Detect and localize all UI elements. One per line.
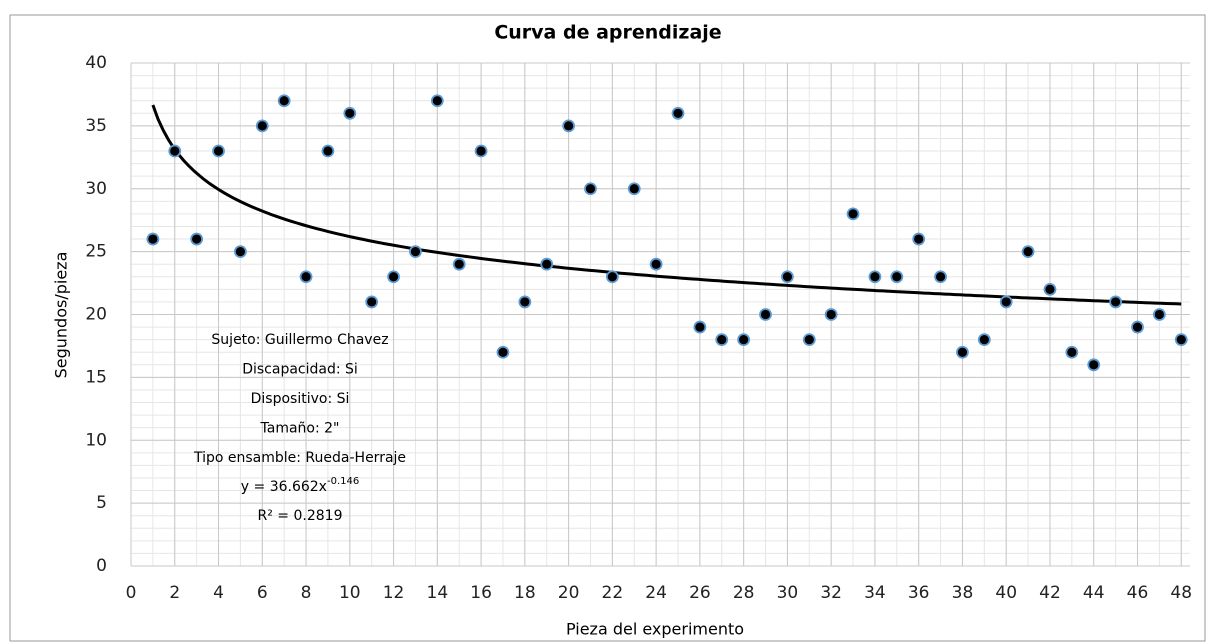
x-tick-label: 36 [908,583,930,603]
x-tick-label: 34 [864,583,886,603]
y-axis-label: Segundos/pieza [52,252,71,379]
x-tick-label: 28 [733,583,755,603]
equation-exponent: -0.146 [327,476,359,487]
x-tick-label: 44 [1083,583,1105,603]
data-point [168,144,182,158]
data-point [605,270,619,284]
x-tick-label: 2 [169,583,180,603]
data-point [868,270,882,284]
data-point [1131,320,1144,334]
x-tick-label: 32 [820,583,842,603]
data-point [912,232,926,246]
data-point [1087,358,1101,372]
x-tick-label: 14 [427,583,449,603]
data-point [693,320,707,334]
data-point [737,333,751,347]
x-tick-label: 24 [645,583,667,603]
data-point [562,119,576,133]
data-point [999,295,1013,309]
data-point [890,270,904,284]
y-tick-label: 25 [85,242,107,262]
x-tick-label: 48 [1170,583,1192,603]
annotation: Tipo ensamble: Rueda-Herraje [193,450,406,466]
y-tick-label: 10 [85,430,107,450]
data-point [212,144,225,158]
data-point [409,245,422,259]
x-tick-label: 6 [257,583,268,603]
data-point [781,270,794,284]
data-point [1174,333,1188,347]
y-tick-label: 5 [96,493,107,513]
y-tick-label: 40 [85,53,107,73]
x-tick-label: 4 [213,583,224,603]
y-tick-label: 30 [85,179,107,199]
data-point [474,144,488,158]
x-tick-label: 8 [301,583,312,603]
y-tick-label: 20 [85,305,107,325]
y-tick-label: 35 [85,116,107,136]
x-tick-label: 42 [1039,583,1061,603]
x-tick-label: 18 [514,583,536,603]
data-point [1109,295,1123,309]
data-point [343,106,357,120]
data-point [321,144,335,158]
y-tick-label: 15 [85,367,107,387]
data-point [1043,282,1057,296]
data-point [496,345,510,359]
data-point [759,308,772,321]
x-tick-label: 30 [777,583,799,603]
chart-frame [9,14,1206,642]
x-tick-label: 0 [126,583,137,603]
annotation: Tamaño: 2" [260,421,340,437]
data-point [146,232,160,246]
y-tick-label: 0 [96,556,107,576]
data-point [1065,345,1079,359]
data-point [1152,308,1166,321]
annotation: Discapacidad: Si [242,362,358,378]
data-point [846,207,860,221]
data-point [255,119,269,133]
data-point [190,232,204,246]
data-point [584,182,597,196]
data-point [802,333,816,347]
data-point [1021,245,1035,259]
x-tick-label: 12 [383,583,405,603]
data-point [277,94,291,108]
data-point [956,345,969,359]
data-point [649,257,663,271]
data-point [671,106,685,120]
data-point [387,270,400,284]
data-point [715,333,729,347]
data-point [452,257,466,271]
x-tick-label: 20 [558,583,580,603]
data-point [430,94,444,108]
data-point [540,257,554,271]
data-point [824,308,838,321]
chart-title: Curva de aprendizaje [494,22,721,44]
data-point [977,333,991,347]
annotation: Sujeto: Guillermo Chavez [211,332,388,348]
data-point [627,182,641,196]
x-tick-label: 40 [995,583,1017,603]
data-point [518,295,532,309]
data-point [365,295,379,309]
x-tick-label: 10 [339,583,361,603]
data-point [234,245,247,259]
r-squared: R² = 0.2819 [258,508,343,524]
equation-text: y = 36.662x [241,479,327,495]
data-point [934,270,947,284]
annotation: Dispositivo: Si [251,391,350,407]
data-point [299,270,313,284]
equation: y = 36.662x-0.146 [241,476,359,495]
x-tick-label: 38 [952,583,974,603]
x-axis-label: Pieza del experimento [566,620,744,639]
x-tick-label: 16 [470,583,492,603]
x-tick-label: 26 [689,583,711,603]
x-tick-label: 22 [602,583,624,603]
x-tick-label: 46 [1127,583,1149,603]
